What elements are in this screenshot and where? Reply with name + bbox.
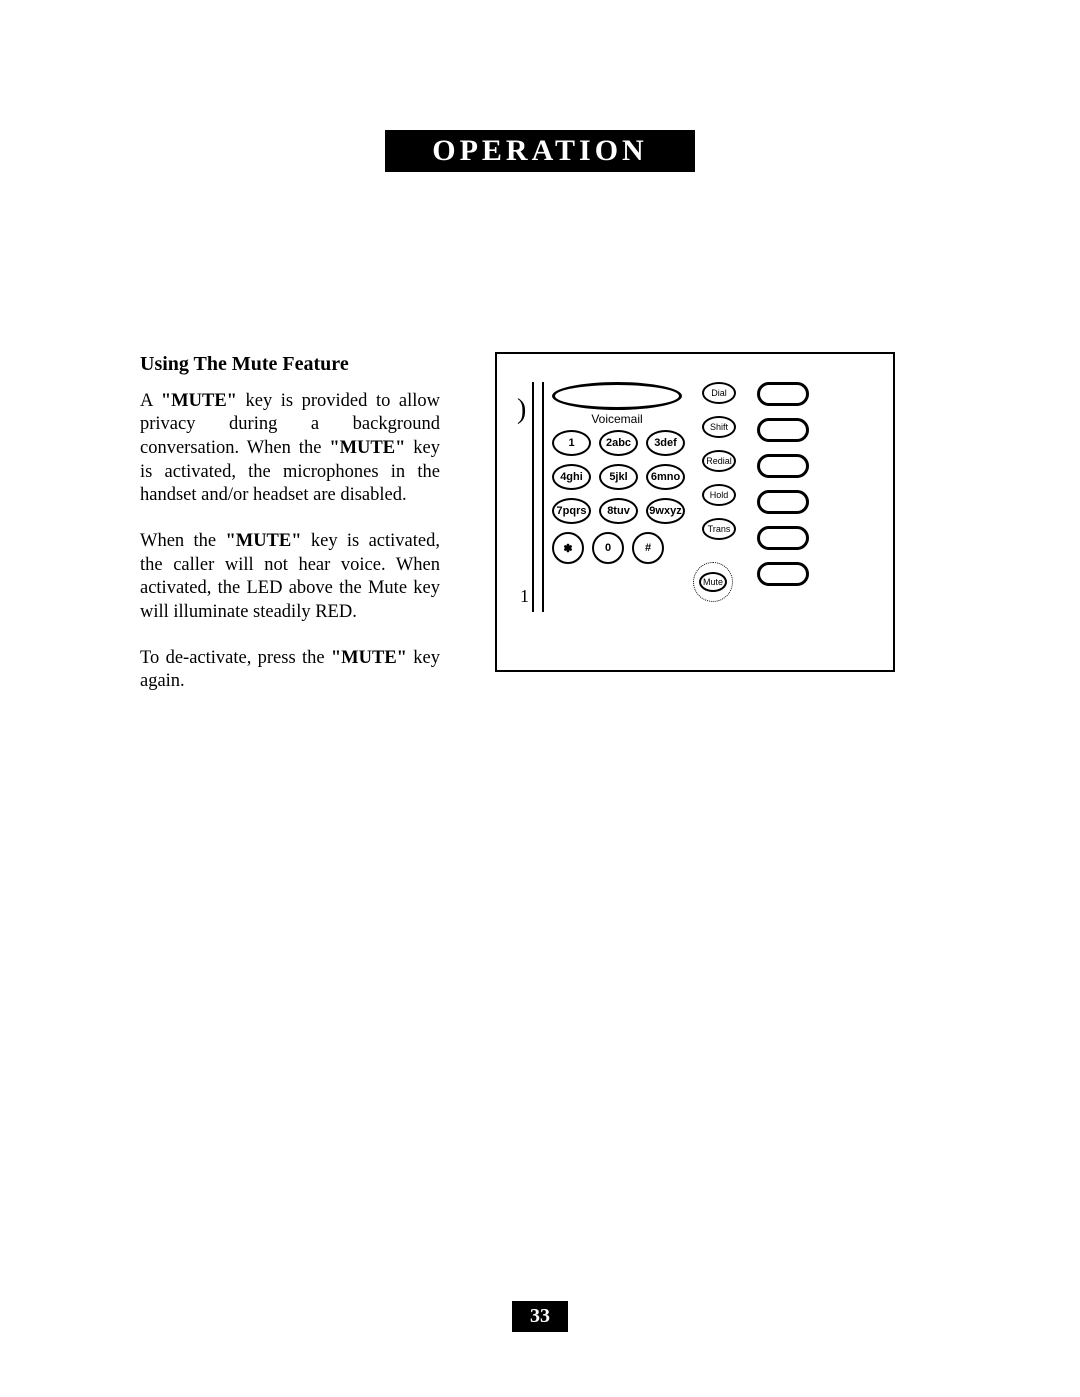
num-key-star: ✽ (552, 532, 584, 564)
num-key-0: 0 (592, 532, 624, 564)
soft-key-2 (757, 418, 809, 442)
soft-key-5 (757, 526, 809, 550)
diagram-column: ) 1 Voicemail 1 2abc 3def 4ghi 5jkl 6mno… (495, 352, 895, 672)
text-run: A (140, 391, 161, 411)
num-key-3: 3def (646, 430, 685, 456)
content-row: Using The Mute Feature A "MUTE" key is p… (140, 352, 940, 716)
diagram-corner-mark: 1 (520, 586, 529, 607)
page: OPERATION Using The Mute Feature A "MUTE… (0, 0, 1080, 1397)
keyword-mute: "MUTE" (329, 438, 405, 458)
num-key-9: 9wxyz (646, 498, 685, 524)
number-key-grid: 1 2abc 3def 4ghi 5jkl 6mno 7pqrs 8tuv 9w… (552, 430, 687, 564)
num-key-hash: # (632, 532, 664, 564)
function-key-column: Dial Shift Redial Hold Trans (702, 382, 736, 540)
text-run: When the (140, 531, 225, 551)
mute-key: Mute (699, 572, 727, 592)
keypad-wrap: Voicemail 1 2abc 3def 4ghi 5jkl 6mno 7pq… (552, 382, 687, 564)
soft-key-column (757, 382, 809, 586)
paragraph-1: A "MUTE" key is provided to allow privac… (140, 390, 440, 508)
text-column: Using The Mute Feature A "MUTE" key is p… (140, 352, 440, 716)
voicemail-label: Voicemail (552, 412, 682, 426)
keyword-mute: "MUTE" (161, 391, 237, 411)
voicemail-oval-key (552, 382, 682, 410)
soft-key-1 (757, 382, 809, 406)
section-header-bar: OPERATION (385, 130, 695, 172)
trans-key: Trans (702, 518, 736, 540)
num-key-5: 5jkl (599, 464, 638, 490)
keyword-mute: "MUTE" (331, 648, 407, 668)
num-key-4: 4ghi (552, 464, 591, 490)
redial-key: Redial (702, 450, 736, 472)
paragraph-2: When the "MUTE" key is activated, the ca… (140, 530, 440, 625)
diagram-left-rails (532, 382, 544, 612)
page-number: 33 (512, 1301, 568, 1332)
keyword-mute: "MUTE" (225, 531, 301, 551)
dial-key: Dial (702, 382, 736, 404)
soft-key-3 (757, 454, 809, 478)
soft-key-4 (757, 490, 809, 514)
paragraph-3: To de-activate, press the "MUTE" key aga… (140, 647, 440, 694)
mute-key-highlight-ring: Mute (693, 562, 733, 602)
shift-key: Shift (702, 416, 736, 438)
num-key-1: 1 (552, 430, 591, 456)
section-heading: Using The Mute Feature (140, 352, 440, 378)
num-key-7: 7pqrs (552, 498, 591, 524)
num-key-2: 2abc (599, 430, 638, 456)
hold-key: Hold (702, 484, 736, 506)
num-key-6: 6mno (646, 464, 685, 490)
num-key-8: 8tuv (599, 498, 638, 524)
text-run: To de-activate, press the (140, 648, 331, 668)
soft-key-6 (757, 562, 809, 586)
diagram-edge-mark: ) (517, 394, 526, 426)
phone-keypad-diagram: ) 1 Voicemail 1 2abc 3def 4ghi 5jkl 6mno… (495, 352, 895, 672)
